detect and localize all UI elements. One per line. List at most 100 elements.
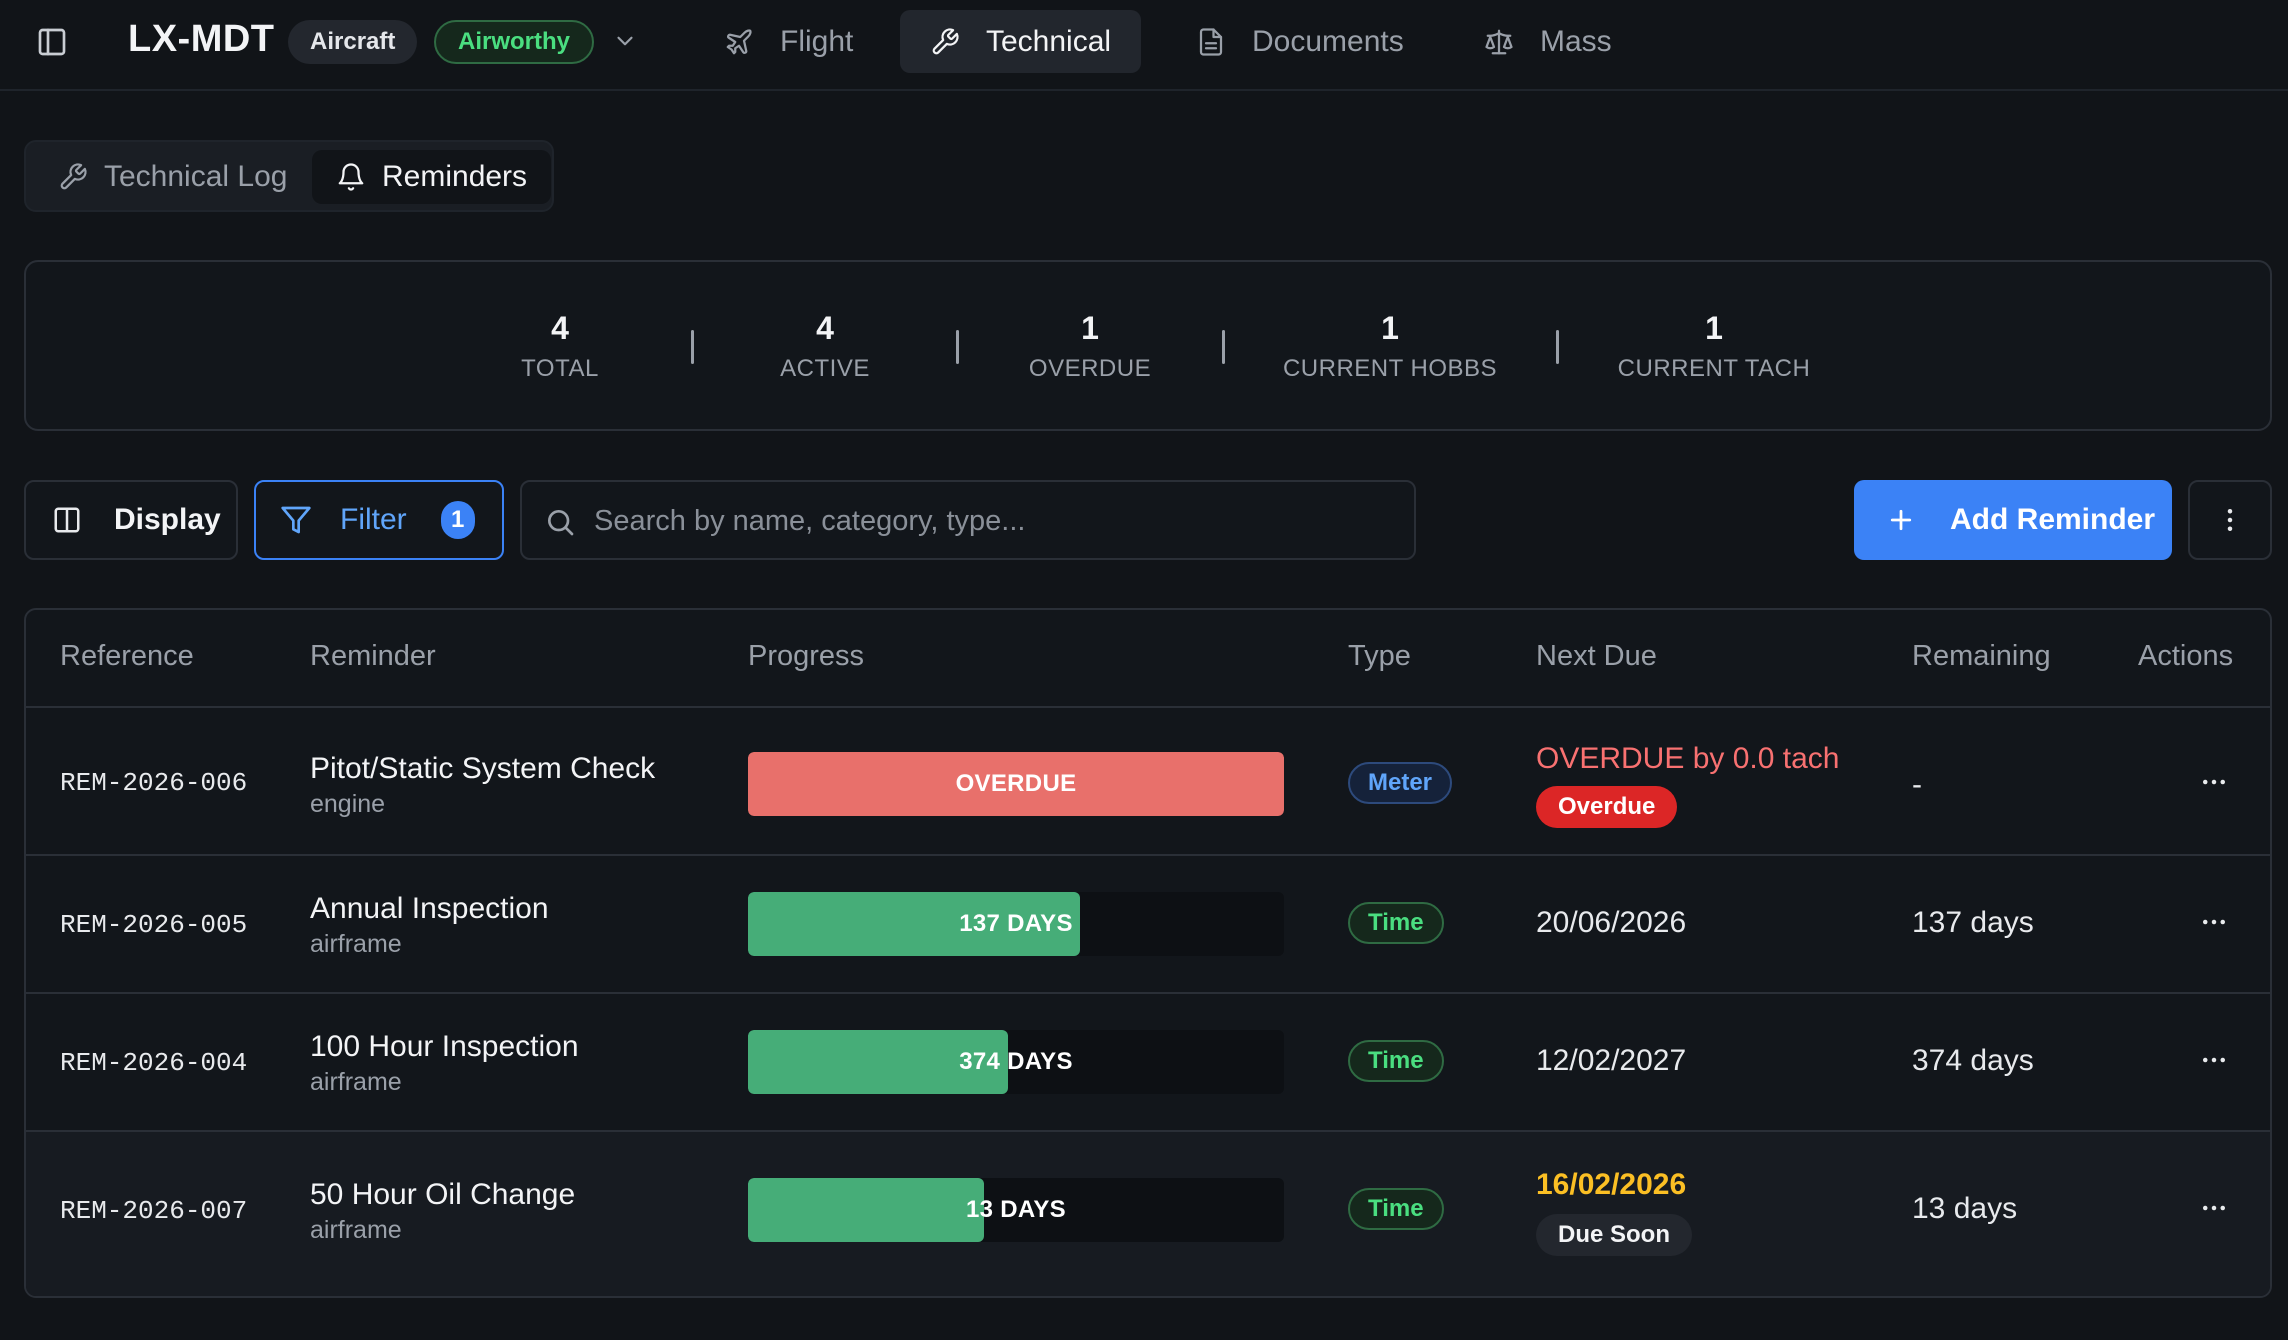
filter-button[interactable]: Filter 1	[254, 480, 504, 560]
progress-label: 13 DAYS	[966, 1196, 1066, 1223]
add-reminder-button[interactable]: Add Reminder	[1854, 480, 2172, 560]
next-due-value: 12/02/2027	[1536, 1044, 1687, 1077]
tab-technical[interactable]: Technical	[900, 10, 1142, 73]
remaining-value: -	[1912, 768, 1922, 801]
reminder-name: Annual Inspection	[310, 892, 549, 925]
column-header-type[interactable]: Type	[1348, 640, 1411, 672]
top-bar: LX-MDT Aircraft Airworthy Flight Technic…	[0, 0, 2288, 91]
document-icon	[1199, 27, 1223, 56]
stat-label: ACTIVE	[780, 355, 870, 382]
progress-fill	[748, 1030, 1008, 1094]
tab-technical-label: Technical	[986, 24, 1112, 58]
subtab-reminders[interactable]: Reminders	[312, 150, 552, 204]
reminder-stats-panel: 4 TOTAL 4 ACTIVE 1 OVERDUE 1 CURRENT HOB…	[24, 260, 2272, 431]
stat-current-tach: 1 CURRENT TACH	[1618, 310, 1811, 383]
stat-label: TOTAL	[521, 355, 599, 382]
column-header-reminder[interactable]: Reminder	[310, 640, 436, 672]
reminder-category: engine	[310, 790, 386, 818]
progress-bar: 13 DAYS	[748, 1178, 1284, 1242]
stat-value: 1	[1081, 310, 1099, 346]
display-button[interactable]: Display	[24, 480, 238, 560]
plane-icon	[726, 28, 752, 54]
more-options-button[interactable]	[2188, 480, 2272, 560]
progress-bar: 374 DAYS	[748, 1030, 1284, 1094]
header-divider	[26, 706, 2270, 708]
wrench-icon	[932, 27, 959, 54]
tab-documents[interactable]: Documents	[1166, 10, 1434, 73]
column-header-next-due[interactable]: Next Due	[1536, 640, 1657, 672]
add-reminder-label: Add Reminder	[1950, 503, 2156, 536]
row-actions-button[interactable]	[2194, 762, 2234, 802]
reminder-name: 50 Hour Oil Change	[310, 1178, 576, 1211]
more-horizontal-icon	[2203, 779, 2225, 785]
progress-label: 137 DAYS	[959, 910, 1073, 937]
type-badge: Time	[1348, 1040, 1444, 1082]
sidebar-toggle-icon[interactable]	[36, 26, 68, 58]
row-actions-button[interactable]	[2194, 1188, 2234, 1228]
stat-active: 4 ACTIVE	[780, 310, 870, 383]
reminder-name: Pitot/Static System Check	[310, 752, 656, 785]
technical-subtabs: Technical Log Reminders	[24, 140, 554, 212]
search-box[interactable]	[520, 480, 1416, 560]
reminder-category: airframe	[310, 930, 402, 958]
overdue-badge: Overdue	[1536, 786, 1678, 828]
search-input[interactable]	[594, 496, 1394, 546]
filter-button-label: Filter	[340, 503, 407, 536]
progress-fill	[748, 892, 1081, 956]
reminder-category: airframe	[310, 1068, 402, 1096]
table-row[interactable]: REM-2026-007 50 Hour Oil Change airframe…	[26, 1132, 2270, 1296]
progress-label: OVERDUE	[955, 770, 1077, 797]
chevron-down-icon[interactable]	[612, 28, 638, 54]
stat-value: 4	[551, 310, 569, 346]
filter-icon	[281, 506, 311, 534]
table-row[interactable]: REM-2026-005 Annual Inspection airframe …	[26, 856, 2270, 994]
columns-icon	[54, 507, 80, 533]
column-header-reference[interactable]: Reference	[60, 640, 194, 672]
tab-flight-label: Flight	[780, 24, 854, 58]
column-header-remaining[interactable]: Remaining	[1912, 640, 2051, 672]
stat-divider	[691, 330, 694, 364]
table-row[interactable]: REM-2026-004 100 Hour Inspection airfram…	[26, 994, 2270, 1132]
filter-count-badge: 1	[440, 501, 475, 539]
next-due-value: OVERDUE by 0.0 tach	[1536, 742, 1840, 775]
tab-mass-label: Mass	[1540, 24, 1612, 58]
next-due-value: 16/02/2026	[1536, 1168, 1687, 1201]
more-vertical-icon	[2227, 509, 2233, 531]
subtab-technical-log[interactable]: Technical Log	[34, 150, 311, 204]
reference-cell: REM-2026-006	[60, 768, 248, 798]
stat-divider	[1222, 330, 1225, 364]
scale-icon	[1485, 29, 1513, 54]
reference-cell: REM-2026-005	[60, 910, 248, 940]
stat-overdue: 1 OVERDUE	[1029, 310, 1151, 383]
bell-icon	[338, 163, 364, 191]
column-header-progress[interactable]: Progress	[748, 640, 865, 672]
stat-label: CURRENT TACH	[1617, 355, 1811, 382]
more-horizontal-icon	[2203, 919, 2225, 925]
progress-fill	[748, 1178, 984, 1242]
more-horizontal-icon	[2203, 1057, 2225, 1063]
table-row[interactable]: REM-2026-006 Pitot/Static System Check e…	[26, 708, 2270, 856]
stat-divider	[956, 330, 959, 364]
search-icon	[548, 509, 574, 536]
subtab-technical-log-label: Technical Log	[104, 160, 288, 193]
wrench-icon	[60, 163, 87, 190]
plus-icon	[1890, 509, 1912, 531]
type-badge: Time	[1348, 1188, 1444, 1230]
row-actions-button[interactable]	[2194, 902, 2234, 942]
remaining-value: 374 days	[1912, 1044, 2034, 1077]
type-badge: Time	[1348, 902, 1444, 944]
tab-mass[interactable]: Mass	[1454, 10, 1642, 73]
progress-bar: 137 DAYS	[748, 892, 1284, 956]
stat-divider	[1556, 330, 1559, 364]
stat-label: OVERDUE	[1028, 355, 1152, 382]
reference-cell: REM-2026-004	[60, 1048, 248, 1078]
next-due-value: 20/06/2026	[1536, 906, 1687, 939]
stat-current-hobbs: 1 CURRENT HOBBS	[1283, 310, 1497, 383]
more-horizontal-icon	[2203, 1205, 2225, 1211]
progress-bar: OVERDUE	[748, 752, 1284, 816]
row-actions-button[interactable]	[2194, 1040, 2234, 1080]
progress-label: 374 DAYS	[959, 1048, 1073, 1075]
tab-flight[interactable]: Flight	[694, 10, 883, 73]
stat-value: 1	[1705, 310, 1723, 346]
airworthy-status-badge: Airworthy	[434, 20, 595, 64]
